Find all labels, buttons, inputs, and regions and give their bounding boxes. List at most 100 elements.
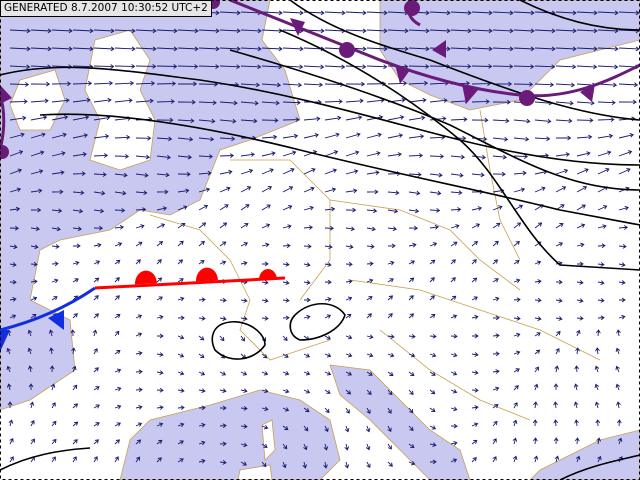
wind-arrow xyxy=(282,10,304,16)
wind-arrow xyxy=(219,136,236,142)
wind-arrow xyxy=(198,64,220,69)
wind-arrow xyxy=(345,28,367,34)
wind-arrow xyxy=(555,64,577,70)
wind-arrow xyxy=(51,151,66,157)
wind-arrow xyxy=(324,353,332,358)
wind-arrow xyxy=(345,226,355,232)
wind-arrow xyxy=(93,422,100,427)
wind-arrow xyxy=(51,244,60,249)
front-line xyxy=(229,0,640,98)
wind-arrow xyxy=(282,46,304,52)
wind-arrow xyxy=(324,335,331,340)
wind-arrow xyxy=(30,98,49,104)
wind-arrow xyxy=(450,224,460,229)
wind-arrow xyxy=(387,278,394,283)
wind-arrow xyxy=(471,28,493,34)
wind-arrow xyxy=(471,387,479,393)
wind-arrow xyxy=(114,295,120,301)
wind-arrow xyxy=(240,223,249,229)
wind-arrow xyxy=(576,134,593,140)
wind-arrow xyxy=(450,458,458,463)
wind-arrow xyxy=(471,405,479,410)
wind-arrow xyxy=(9,46,31,52)
wind-arrow xyxy=(177,458,184,463)
wind-arrow xyxy=(114,64,136,69)
wind-arrow xyxy=(471,46,493,52)
wind-arrow xyxy=(618,168,631,175)
wind-arrow xyxy=(324,187,337,193)
wind-arrow xyxy=(597,150,612,157)
wind-arrow xyxy=(512,437,518,445)
wind-arrow xyxy=(576,186,588,193)
wind-arrow xyxy=(93,64,115,69)
wind-arrow xyxy=(450,172,464,178)
wind-arrow xyxy=(408,371,415,377)
wind-arrow xyxy=(303,297,311,303)
wind-arrow xyxy=(554,455,560,463)
wind-arrow xyxy=(156,457,162,463)
wind-arrow xyxy=(492,136,509,142)
wind-arrow xyxy=(573,383,579,391)
wind-arrow xyxy=(240,405,248,411)
wind-arrow xyxy=(303,314,311,320)
wind-arrow xyxy=(240,82,261,88)
wind-arrow xyxy=(450,333,458,339)
wind-arrow xyxy=(534,279,542,284)
wind-arrow xyxy=(450,10,472,16)
wind-arrow xyxy=(513,402,518,409)
wind-arrow xyxy=(576,298,584,303)
corsica xyxy=(261,419,276,461)
wind-arrow xyxy=(135,439,142,445)
wind-arrow xyxy=(93,386,100,391)
wind-arrow xyxy=(512,419,518,427)
isobar xyxy=(229,49,640,191)
wind-arrow xyxy=(324,225,335,231)
wind-arrow xyxy=(30,313,37,319)
wind-arrow xyxy=(345,313,352,319)
wind-arrow xyxy=(156,422,164,427)
adriatic-sea xyxy=(329,364,471,480)
wind-arrow xyxy=(240,298,248,303)
wind-arrow xyxy=(9,187,22,193)
wind-arrow xyxy=(597,243,606,249)
wind-arrow xyxy=(303,116,321,122)
wind-arrow xyxy=(387,425,392,433)
wind-arrow xyxy=(345,98,364,104)
wind-arrow xyxy=(51,402,56,409)
wind-arrow xyxy=(48,329,54,337)
wind-arrow xyxy=(533,455,539,463)
wind-arrow xyxy=(429,277,435,283)
wind-arrow xyxy=(618,150,633,157)
wind-arrow xyxy=(429,371,436,376)
wind-arrow xyxy=(408,134,425,139)
wind-arrow xyxy=(576,168,589,175)
wind-arrow xyxy=(28,383,34,391)
wind-arrow xyxy=(156,206,168,211)
wind-arrow xyxy=(387,208,399,214)
border xyxy=(349,279,601,361)
wind-arrow xyxy=(387,190,400,196)
wind-arrow xyxy=(261,261,269,267)
wind-arrow xyxy=(198,315,206,321)
isobar xyxy=(279,29,640,271)
wind-arrow xyxy=(575,347,580,355)
wind-arrow xyxy=(573,401,579,409)
wind-arrow xyxy=(282,280,290,285)
wind-arrow xyxy=(282,205,293,211)
wind-arrow xyxy=(135,422,143,427)
wind-arrow xyxy=(114,208,126,213)
wind-arrow xyxy=(219,335,225,342)
wind-arrow xyxy=(72,439,78,445)
wind-arrow xyxy=(408,295,414,301)
wind-arrow xyxy=(616,401,621,409)
wind-arrow xyxy=(594,401,600,409)
wind-arrow xyxy=(408,260,416,265)
wind-arrow xyxy=(114,242,123,247)
wind-arrow xyxy=(49,347,54,355)
wind-arrow xyxy=(615,383,621,391)
wind-arrow xyxy=(51,296,58,301)
wind-arrow xyxy=(513,332,521,338)
wind-arrow xyxy=(492,386,500,392)
wind-arrow xyxy=(51,81,72,87)
